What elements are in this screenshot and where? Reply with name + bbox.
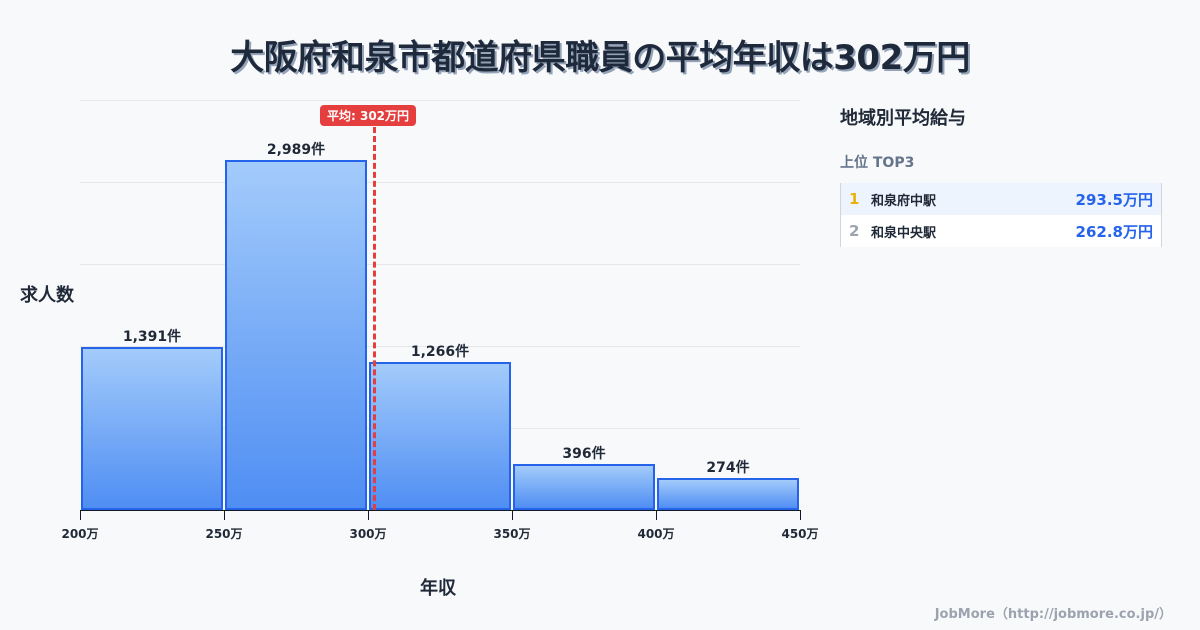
x-tick [224, 510, 225, 520]
y-axis-label: 求人数 [20, 285, 74, 306]
histogram-bar [657, 477, 799, 510]
bar-value-label: 1,391件 [122, 329, 182, 346]
histogram-bar [513, 463, 655, 510]
x-tick-label: 250万 [205, 527, 243, 541]
rank-number: 2 [849, 222, 860, 240]
panel-title: 地域別平均給与 [840, 108, 966, 129]
x-tick [656, 510, 657, 520]
x-tick-label: 450万 [781, 527, 819, 541]
panel-subtitle: 上位 TOP3 [840, 155, 915, 171]
histogram-bar [225, 159, 367, 510]
histogram-bar [81, 347, 223, 510]
x-axis-label: 年収 [420, 578, 456, 599]
station-name: 和泉中央駅 [871, 225, 937, 241]
regional-salary-panel: 地域別平均給与 上位 TOP3 1 和泉府中駅 293.5万円 2 和泉中央駅 … [840, 100, 1162, 247]
bar-value-label: 396件 [562, 445, 606, 462]
bar-value-label: 1,266件 [410, 343, 470, 360]
gridline [80, 264, 800, 265]
average-line [372, 127, 376, 510]
station-name: 和泉府中駅 [871, 193, 937, 209]
x-tick-label: 300万 [349, 527, 387, 541]
average-badge: 平均: 302万円 [320, 105, 417, 126]
gridline [80, 346, 800, 347]
x-tick [80, 510, 81, 520]
x-tick [800, 510, 801, 520]
x-tick [368, 510, 369, 520]
x-tick [512, 510, 513, 520]
gridline [80, 182, 800, 183]
footer-credit: JobMore（http://jobmore.co.jp/） [934, 607, 1172, 622]
rank-row: 2 和泉中央駅 262.8万円 [841, 215, 1161, 247]
histogram-chart: 求人数 1,391件 2,989件 1,266件 396件 274件 200万 250万 3… [20, 100, 819, 599]
page-title: 大阪府和泉市都道府県職員の平均年収は302万円 [230, 38, 970, 78]
x-tick-label: 200万 [61, 527, 99, 541]
rank-row: 1 和泉府中駅 293.5万円 [841, 183, 1161, 215]
salary-value: 262.8万円 [1075, 222, 1153, 241]
histogram-bar [369, 361, 511, 510]
x-tick-label: 400万 [637, 527, 675, 541]
x-axis-line [80, 510, 800, 511]
rank-list: 1 和泉府中駅 293.5万円 2 和泉中央駅 262.8万円 [840, 183, 1162, 247]
bar-value-label: 2,989件 [266, 141, 326, 158]
x-tick-label: 350万 [493, 527, 531, 541]
bar-value-label: 274件 [706, 459, 750, 476]
gridline [80, 100, 800, 101]
rank-number: 1 [849, 190, 860, 208]
salary-value: 293.5万円 [1075, 190, 1153, 209]
